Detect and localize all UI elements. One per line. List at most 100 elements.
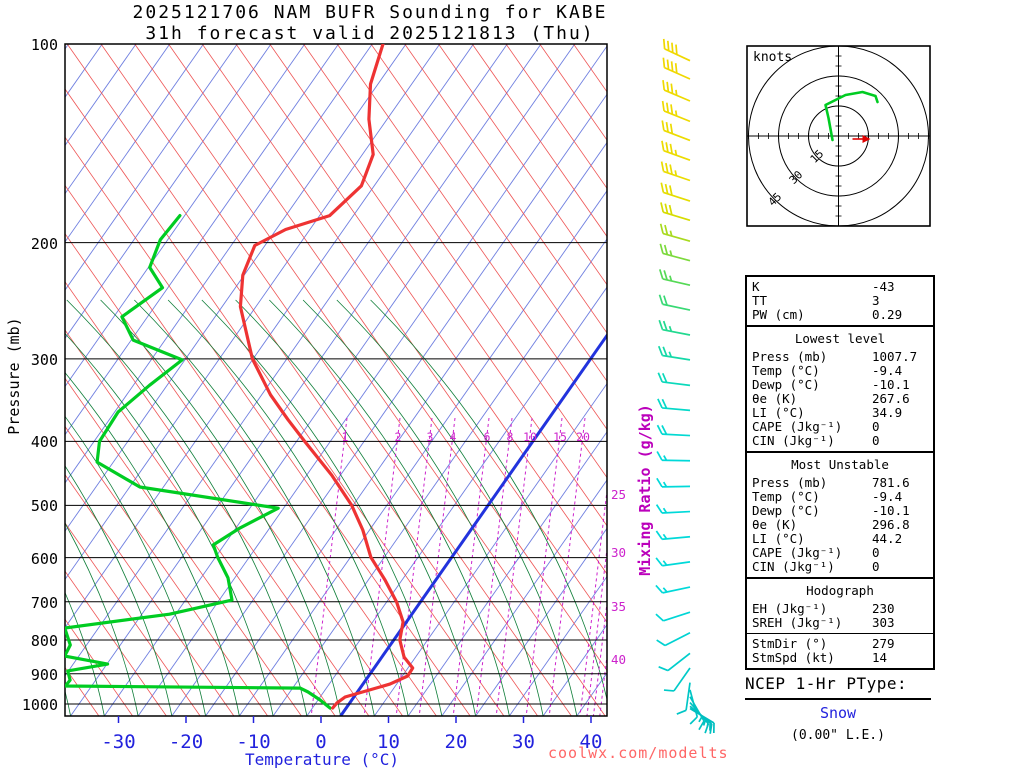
wind-barb bbox=[658, 269, 691, 287]
mixing-ratio-tick-label: 3 bbox=[426, 430, 434, 444]
wind-barb bbox=[659, 243, 691, 262]
stat-label: θe (K) bbox=[752, 391, 798, 406]
stat-value: 303 bbox=[872, 615, 895, 630]
wind-barb bbox=[656, 451, 691, 462]
wind-barb bbox=[661, 140, 691, 162]
isotherm-line bbox=[407, 431, 607, 716]
stat-label: Temp (°C) bbox=[752, 363, 820, 378]
mixing-ratio-tick-label: 40 bbox=[611, 652, 627, 667]
temperature-tick-label: 30 bbox=[512, 731, 535, 753]
mixing-ratio-line bbox=[452, 417, 490, 716]
dry-adiabat-line bbox=[471, 44, 607, 238]
wind-barb bbox=[658, 652, 691, 672]
moist-adiabat-line bbox=[167, 299, 409, 716]
stat-value: 0.29 bbox=[872, 307, 903, 322]
isotherm-line bbox=[171, 93, 607, 716]
moist-adiabat-line bbox=[269, 299, 510, 716]
isotherm-line bbox=[70, 44, 542, 716]
wind-barb bbox=[655, 557, 691, 567]
wind-barb bbox=[656, 477, 691, 488]
stat-row: TT 3 bbox=[747, 294, 933, 308]
stat-value: -9.4 bbox=[872, 363, 903, 378]
stat-label: SREH (Jkg⁻¹) bbox=[752, 615, 843, 630]
wind-barb bbox=[661, 100, 691, 123]
stat-value: 781.6 bbox=[872, 475, 910, 490]
stat-section-header: Hodograph bbox=[806, 583, 874, 598]
stat-row: CIN (Jkg⁻¹) 0 bbox=[747, 560, 933, 574]
wind-barb bbox=[655, 611, 691, 622]
stat-label: LI (°C) bbox=[752, 531, 805, 546]
dry-adiabat-line bbox=[65, 570, 167, 716]
mixing-ratio-tick-label: 25 bbox=[611, 487, 627, 502]
stat-label: Dewp (°C) bbox=[752, 377, 820, 392]
stat-label: CIN (Jkg⁻¹) bbox=[752, 559, 835, 574]
stat-row: SREH (Jkg⁻¹) 303 bbox=[747, 616, 933, 630]
wind-barb bbox=[689, 707, 715, 733]
zero-isotherm-line bbox=[339, 332, 607, 716]
stat-row: Temp (°C) -9.4 bbox=[747, 490, 933, 504]
stat-label: LI (°C) bbox=[752, 405, 805, 420]
mixing-ratio-axis-title: Mixing Ratio (g/kg) bbox=[636, 404, 654, 576]
stat-label: StmDir (°) bbox=[752, 636, 828, 651]
stat-value: 1007.7 bbox=[872, 349, 918, 364]
pressure-tick-label: 700 bbox=[30, 593, 58, 612]
moist-adiabat-line bbox=[100, 299, 341, 716]
mixing-ratio-tick-label: 10 bbox=[523, 430, 537, 444]
pressure-tick-label: 500 bbox=[30, 497, 58, 516]
stat-row: Press (mb) 781.6 bbox=[747, 476, 933, 490]
isotherm-line bbox=[272, 238, 607, 716]
isotherm-line bbox=[65, 44, 204, 243]
stat-row: θe (K) 267.6 bbox=[747, 392, 933, 406]
stat-row: CAPE (Jkg⁻¹) 0 bbox=[747, 546, 933, 560]
stat-value: 296.8 bbox=[872, 517, 910, 532]
isotherm-line bbox=[306, 286, 607, 716]
wind-barb bbox=[660, 182, 691, 202]
moist-adiabat-line bbox=[336, 299, 578, 716]
pressure-tick-label: 200 bbox=[30, 234, 58, 253]
dry-adiabat-line bbox=[65, 474, 235, 716]
page-title: 2025121706 NAM BUFR Sounding for KABE 31… bbox=[75, 2, 665, 44]
dry-adiabat-line bbox=[269, 44, 607, 527]
watermark-link: coolwx.com/modelts bbox=[548, 744, 729, 762]
stat-label: CAPE (Jkg⁻¹) bbox=[752, 545, 843, 560]
stat-row: CIN (Jkg⁻¹) 0 bbox=[747, 434, 933, 448]
mixing-ratio-tick-label: 6 bbox=[483, 430, 491, 444]
isotherm-line bbox=[65, 44, 306, 388]
moist-adiabat-line bbox=[65, 332, 274, 716]
isotherm-line bbox=[508, 575, 607, 716]
isotherm-line bbox=[373, 382, 607, 716]
mixing-ratio-line bbox=[475, 417, 513, 716]
hodograph-trace bbox=[824, 90, 879, 142]
wind-barb bbox=[663, 667, 691, 692]
stat-label: Press (mb) bbox=[752, 349, 828, 364]
wind-barb bbox=[655, 504, 691, 514]
stat-row: Press (mb) 1007.7 bbox=[747, 350, 933, 364]
isotherm-line bbox=[65, 44, 474, 629]
temperature-tick-label: 10 bbox=[377, 731, 400, 753]
title-line1: 2025121706 NAM BUFR Sounding for KABE bbox=[132, 2, 608, 23]
stat-value: 279 bbox=[872, 636, 895, 651]
plot-border bbox=[64, 43, 608, 717]
wind-barb bbox=[660, 202, 691, 222]
moist-adiabat-line bbox=[370, 299, 607, 702]
isotherm-line bbox=[441, 479, 607, 716]
stat-value: 14 bbox=[872, 650, 888, 665]
temperature-tick-label: 20 bbox=[444, 731, 468, 753]
moist-adiabat-line bbox=[65, 372, 240, 716]
isotherm-line bbox=[65, 44, 272, 340]
moist-adiabat-line bbox=[302, 299, 544, 716]
wind-barb bbox=[662, 38, 691, 62]
temperature-curve bbox=[238, 44, 415, 710]
moist-adiabat-line bbox=[65, 415, 206, 716]
mixing-ratio-line bbox=[363, 417, 401, 716]
stat-value: 230 bbox=[872, 601, 895, 616]
stat-value: 3 bbox=[872, 293, 880, 308]
mixing-ratio-tick-label: 4 bbox=[449, 430, 457, 444]
dry-adiabat-line bbox=[438, 44, 607, 286]
wind-barb bbox=[658, 294, 691, 311]
moist-adiabat-line bbox=[201, 299, 443, 716]
isotherm-line bbox=[65, 44, 441, 581]
dry-adiabat-line bbox=[65, 88, 505, 716]
